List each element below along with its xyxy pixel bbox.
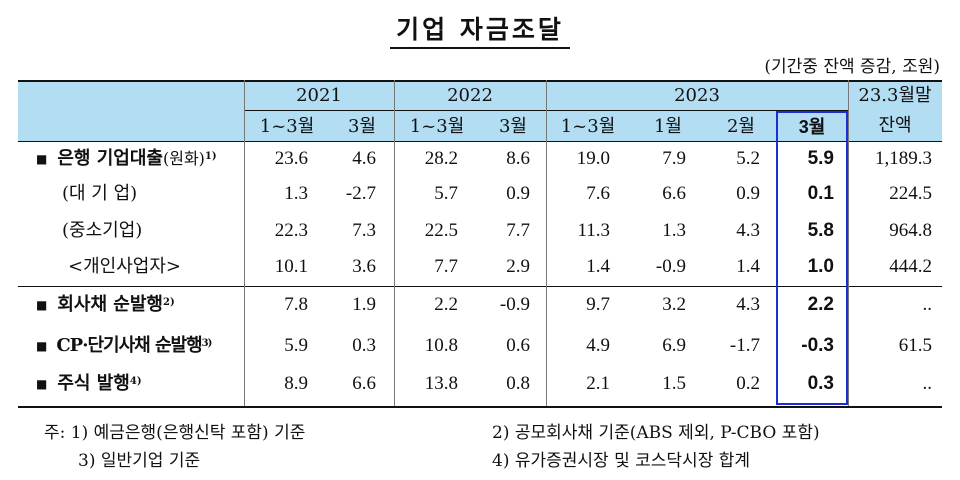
value-cell: 1.4 (736, 256, 760, 277)
value-cell: -1.7 (729, 335, 760, 356)
table-top-rule (18, 80, 942, 82)
value-cell: 19.0 (576, 148, 610, 169)
column-divider (244, 80, 245, 406)
value-cell: 0.2 (736, 373, 760, 394)
value-cell: 4.3 (736, 220, 760, 241)
value-cell: 4.9 (586, 335, 610, 356)
value-cell: -0.9 (655, 256, 686, 277)
value-cell: -2.7 (345, 183, 376, 204)
value-cell: 1,189.3 (875, 148, 932, 169)
value-cell: 7.9 (662, 148, 686, 169)
value-cell: 7.6 (586, 183, 610, 204)
subcol-header: 1~3월 (409, 116, 465, 137)
value-cell-highlight: 5.8 (807, 220, 834, 241)
value-cell: .. (922, 373, 933, 394)
value-cell: 224.5 (889, 183, 932, 204)
page-title: 기업 자금조달 (0, 10, 960, 49)
value-cell-highlight: 2.2 (807, 294, 834, 315)
subcol-header: 3월 (498, 116, 527, 137)
column-divider (394, 80, 395, 406)
value-cell: 8.6 (506, 148, 530, 169)
value-cell: 23.6 (274, 148, 308, 169)
value-cell: 7.3 (352, 220, 376, 241)
value-cell-highlight: 0.3 (807, 373, 834, 394)
value-cell: 7.7 (434, 256, 458, 277)
value-cell: 1.3 (284, 183, 308, 204)
column-divider (848, 80, 849, 406)
subcol-header: 1~3월 (259, 116, 315, 137)
value-cell: 22.3 (274, 220, 308, 241)
value-cell: 7.8 (284, 294, 308, 315)
value-cell: 11.3 (577, 220, 610, 241)
value-cell: 10.8 (424, 335, 458, 356)
section-rule (18, 286, 942, 287)
last-col-header: 23.3월말 (858, 85, 932, 106)
value-cell: 61.5 (898, 335, 932, 356)
value-cell: 28.2 (424, 148, 458, 169)
value-cell: 4.6 (352, 148, 376, 169)
subcol-header: 1월 (653, 116, 682, 137)
value-cell: 4.3 (736, 294, 760, 315)
value-cell: 2.9 (506, 256, 530, 277)
value-cell: 1.3 (662, 220, 686, 241)
value-cell: 0.3 (352, 335, 376, 356)
value-cell: 1.9 (352, 294, 376, 315)
value-cell: 0.9 (506, 183, 530, 204)
value-cell: 0.8 (506, 373, 530, 394)
value-cell: 3.2 (662, 294, 686, 315)
value-cell: 5.9 (284, 335, 308, 356)
value-cell: 13.8 (424, 373, 458, 394)
value-cell-highlight: 0.1 (807, 183, 834, 204)
value-cell: 9.7 (586, 294, 610, 315)
value-cell: 8.9 (284, 373, 308, 394)
row-label: <개인사업자> (68, 256, 181, 277)
value-cell: 6.6 (662, 183, 686, 204)
row-label: ■ CP·단기사채 순발행3) (36, 335, 212, 356)
row-label: (대 기 업) (62, 183, 138, 204)
row-label: ■ 은행 기업대출(원화)1) (36, 148, 217, 169)
value-cell: 2.1 (586, 373, 610, 394)
year-header: 2023 (674, 85, 720, 106)
footnote: 4) 유가증권시장 및 코스닥시장 합계 (492, 451, 751, 471)
year-header: 2021 (296, 85, 342, 106)
value-cell: 6.9 (662, 335, 686, 356)
footnote: 주: 1) 예금은행(은행신탁 포함) 기준 (44, 423, 306, 443)
value-cell-highlight: 1.0 (807, 256, 834, 277)
year-header: 2022 (447, 85, 493, 106)
subcol-header: 3월 (347, 116, 376, 137)
value-cell: 22.5 (424, 220, 458, 241)
value-cell: -0.9 (499, 294, 530, 315)
value-cell-highlight: 5.9 (807, 148, 834, 169)
value-cell: 6.6 (352, 373, 376, 394)
value-cell: 2.2 (434, 294, 458, 315)
value-cell: 5.2 (736, 148, 760, 169)
footnote: 3) 일반기업 기준 (78, 451, 201, 471)
footnote: 2) 공모회사채 기준(ABS 제외, P-CBO 포함) (492, 423, 820, 443)
value-cell-highlight: -0.3 (801, 335, 834, 356)
value-cell: 0.9 (736, 183, 760, 204)
column-divider (546, 80, 547, 406)
value-cell: 964.8 (889, 220, 932, 241)
subcol-header: 1~3월 (560, 116, 616, 137)
unit-label: (기간중 잔액 증감, 조원) (764, 57, 940, 77)
value-cell: 444.2 (889, 256, 932, 277)
row-label: (중소기업) (62, 220, 143, 241)
subcol-header: 2월 (726, 116, 755, 137)
value-cell: 0.6 (506, 335, 530, 356)
value-cell: 7.7 (506, 220, 530, 241)
value-cell: 1.4 (586, 256, 610, 277)
table-bottom-rule (18, 406, 942, 408)
value-cell: 5.7 (434, 183, 458, 204)
row-label: ■ 주식 발행4) (36, 373, 142, 394)
value-cell: 1.5 (662, 373, 686, 394)
value-cell: 10.1 (274, 256, 308, 277)
row-label: ■ 회사채 순발행2) (36, 294, 175, 315)
last-col-header: 잔액 (878, 115, 912, 136)
subcol-header-highlight: 3월 (798, 117, 826, 137)
highlight-box-march (776, 111, 848, 405)
header-bottom-rule (18, 141, 942, 142)
value-cell: 3.6 (352, 256, 376, 277)
value-cell: .. (922, 294, 933, 315)
